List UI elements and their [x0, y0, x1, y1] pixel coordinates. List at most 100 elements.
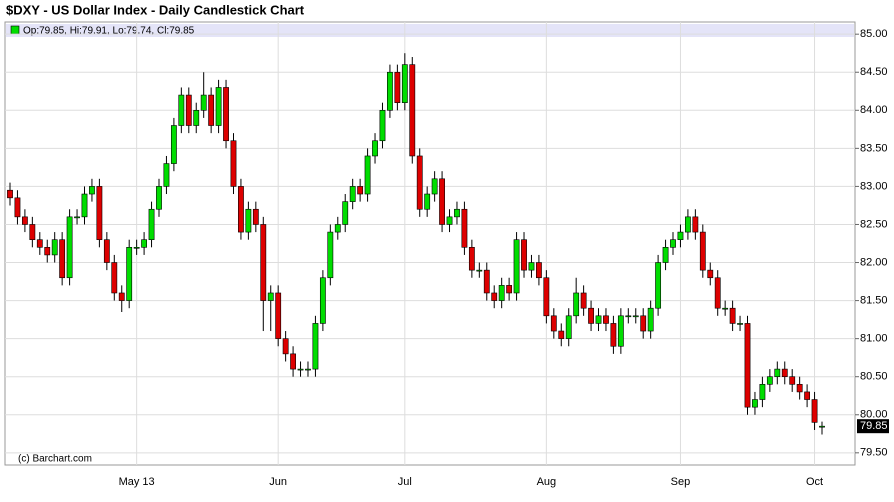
- candle-body: [699, 231, 706, 271]
- x-tick-label: May 13: [119, 476, 155, 488]
- candle-body: [722, 307, 729, 310]
- candle-body: [200, 94, 207, 111]
- candle-body: [349, 186, 356, 202]
- candle-body: [781, 368, 788, 378]
- candle-body: [789, 376, 796, 385]
- candle-body: [647, 307, 654, 332]
- candle-body: [342, 201, 349, 225]
- legend-text: Op:79.85, Hi:79.91, Lo:79.74, Cl:79.85: [23, 26, 195, 37]
- candle-body: [178, 94, 185, 126]
- candle-body: [774, 368, 781, 378]
- y-tick-label: 80.00: [860, 409, 888, 421]
- candle-body: [729, 307, 736, 324]
- candle-body: [744, 323, 751, 408]
- candle-body: [14, 197, 21, 218]
- candle-body: [811, 399, 818, 423]
- candle-body: [193, 109, 200, 126]
- candle-body: [476, 269, 483, 272]
- candle-body: [148, 208, 155, 240]
- candle-body: [640, 315, 647, 332]
- candle-body: [431, 178, 438, 195]
- candle-body: [655, 262, 662, 309]
- candle-body: [595, 315, 602, 324]
- candle-body: [260, 224, 267, 301]
- candle-body: [51, 239, 58, 256]
- plot-area: [4, 21, 856, 466]
- candle-body: [394, 71, 401, 103]
- candle-body: [670, 239, 676, 248]
- y-tick-label: 84.00: [860, 104, 888, 116]
- candle-body: [677, 231, 684, 240]
- candle-body: [536, 262, 542, 279]
- candle-body: [483, 269, 490, 294]
- candle-body: [461, 208, 468, 248]
- candle-body: [766, 376, 773, 385]
- candle-body: [685, 216, 691, 233]
- candle-body: [513, 239, 520, 294]
- x-tick-label: Aug: [537, 476, 557, 488]
- y-tick-label: 82.00: [860, 256, 888, 268]
- candle-body: [446, 216, 453, 225]
- candle-body: [44, 247, 51, 256]
- candle-body: [126, 247, 133, 301]
- candle-body: [111, 262, 118, 294]
- candle-body: [714, 277, 721, 309]
- candle-body: [603, 315, 609, 324]
- candle-body: [804, 391, 811, 400]
- candle-body: [819, 425, 825, 428]
- candle-body: [290, 353, 296, 370]
- candle-body: [662, 247, 669, 263]
- candle-body: [96, 186, 103, 240]
- candle-body: [81, 193, 88, 218]
- candle-body: [588, 307, 594, 324]
- candle-body: [327, 231, 334, 279]
- candle-body: [550, 315, 557, 332]
- x-tick-label: Oct: [806, 476, 823, 488]
- y-tick-label: 79.50: [860, 447, 888, 459]
- candle-body: [543, 277, 550, 317]
- candle-body: [416, 155, 423, 210]
- legend-swatch: [10, 25, 20, 35]
- x-tick-label: Jun: [269, 476, 287, 488]
- candle-body: [632, 315, 639, 318]
- candle-body: [498, 285, 505, 301]
- candle-body: [297, 368, 304, 371]
- candle-body: [506, 285, 513, 294]
- candle-body: [223, 87, 229, 142]
- candle-body: [409, 64, 416, 157]
- candle-body: [334, 224, 341, 233]
- candle-body: [305, 368, 311, 371]
- candle-body: [245, 208, 252, 233]
- candle-body: [319, 277, 326, 324]
- candle-body: [625, 315, 632, 318]
- candle-body: [118, 292, 125, 301]
- candle-body: [163, 163, 170, 187]
- candles: [7, 53, 825, 435]
- y-tick-label: 83.50: [860, 142, 888, 154]
- candle-body: [267, 292, 274, 301]
- candle-body: [185, 94, 192, 126]
- grid: 79.50 80.00 80.50 81.00 81.50 82.00 82.50 83.00…: [5, 22, 888, 488]
- candle-body: [401, 64, 408, 103]
- candle-body: [379, 109, 386, 142]
- candle-body: [357, 186, 364, 195]
- candle-body: [692, 216, 699, 233]
- candle-body: [282, 338, 289, 355]
- candle-body: [238, 186, 244, 233]
- last-price-box: [857, 419, 889, 434]
- candle-body: [29, 224, 36, 240]
- candle-body: [796, 384, 803, 393]
- candle-body: [454, 208, 460, 218]
- y-tick-label: 83.00: [860, 180, 888, 192]
- candle-body: [156, 186, 162, 210]
- candle-body: [89, 186, 95, 195]
- last-price-label: 79.85: [860, 420, 888, 432]
- candle-body: [707, 269, 714, 279]
- candle-body: [133, 247, 140, 249]
- candle-body: [521, 239, 527, 271]
- candle-body: [208, 94, 215, 126]
- candle-body: [252, 208, 259, 225]
- candle-body: [558, 330, 565, 339]
- candle-body: [439, 178, 445, 225]
